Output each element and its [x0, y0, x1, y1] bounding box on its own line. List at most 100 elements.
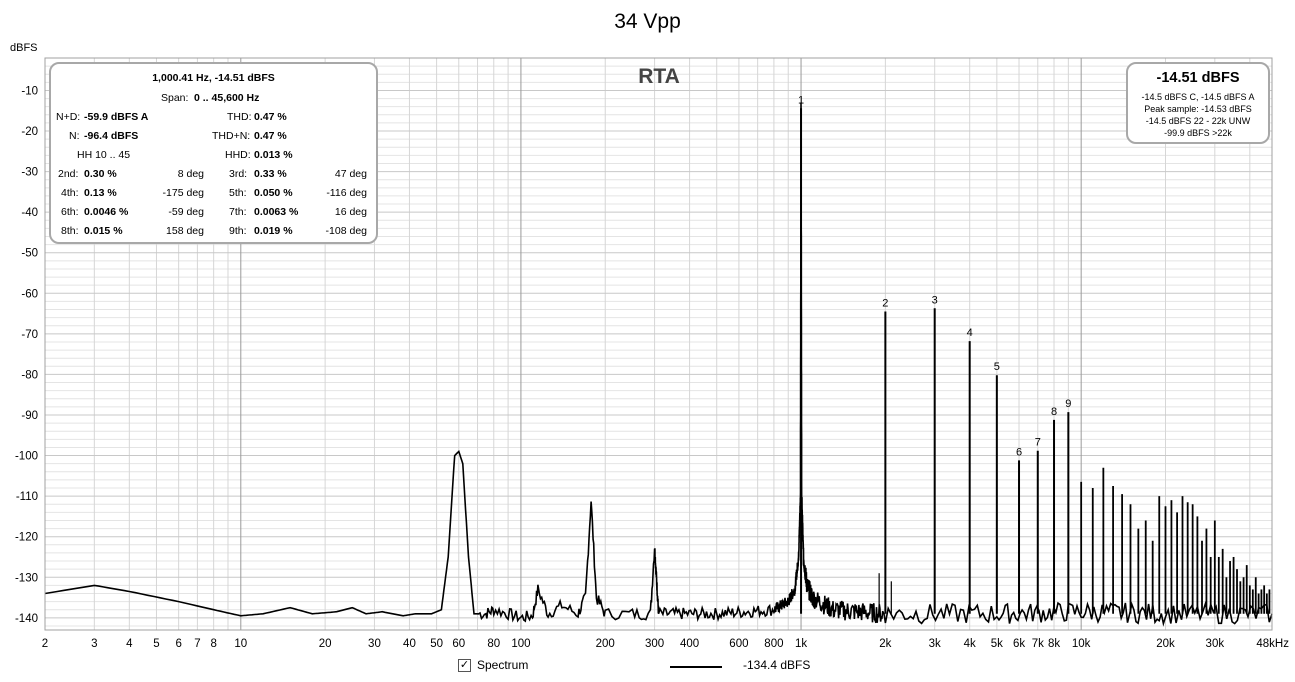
- x-tick-labels: 2 3 4 5 6 7 8 10 20 30 40 50 60 80 100 200 300 400 600 800 1…: [42, 638, 1289, 650]
- harmonic-6-label: 6: [1016, 446, 1022, 458]
- harmonic-7-value: 0.0063 %: [254, 206, 299, 218]
- x-tick-label: 400: [680, 638, 699, 650]
- y-tick-label: -30: [21, 167, 38, 179]
- harmonic-3-value: 0.33 %: [254, 168, 287, 180]
- harmonic-6-value: 0.0046 %: [84, 206, 129, 218]
- thd-label: THD:: [227, 111, 252, 123]
- harmonic-2-phase: 8 deg: [177, 168, 204, 180]
- x-tick-label: 60: [452, 638, 465, 650]
- x-tick-label: 600: [729, 638, 748, 650]
- level-line-2: Peak sample: -14.53 dBFS: [1144, 104, 1252, 114]
- harmonic-4-label: 4th:: [61, 187, 79, 199]
- stats-header: 1,000.41 Hz, -14.51 dBFS: [152, 72, 275, 84]
- harmonic-2-label: 2: [882, 298, 888, 310]
- harmonic-2-value: 0.30 %: [84, 168, 117, 180]
- x-tick-label: 4k: [964, 638, 976, 650]
- x-tick-label: 10k: [1072, 638, 1091, 650]
- harmonic-9-label: 9th:: [229, 225, 247, 237]
- level-main-value: -14.51 dBFS: [1156, 70, 1240, 86]
- x-tick-label: 3k: [929, 638, 941, 650]
- x-tick-label: 10: [234, 638, 247, 650]
- plot-frame: [44, 57, 1273, 631]
- x-tick-label: 3: [91, 638, 97, 650]
- y-tick-label: -100: [15, 451, 38, 463]
- x-tick-label: 4: [126, 638, 133, 650]
- x-tick-label: 40: [403, 638, 416, 650]
- n-label: N:: [69, 130, 80, 142]
- y-tick-labels: -10 -20 -30 -40 -50 -60 -70 -80 -90 -100 -110 -120 -…: [15, 85, 38, 624]
- level-line-1: -14.5 dBFS C, -14.5 dBFS A: [1141, 92, 1255, 102]
- harmonic-5-label: 5: [994, 361, 1000, 373]
- x-tick-label: 80: [487, 638, 500, 650]
- hh-label: HH 10 .. 45: [77, 149, 131, 161]
- harmonic-3-label: 3: [932, 294, 938, 306]
- x-tick-label: 7k: [1032, 638, 1044, 650]
- x-tick-label: 300: [645, 638, 664, 650]
- hhd-value: 0.013 %: [254, 149, 293, 161]
- y-tick-label: -70: [21, 329, 38, 341]
- x-tick-label: 5: [153, 638, 159, 650]
- x-tick-label: 1k: [795, 638, 807, 650]
- level-line-4: -99.9 dBFS >22k: [1164, 128, 1232, 138]
- y-tick-label: -60: [21, 288, 38, 300]
- x-tick-label: 30k: [1206, 638, 1225, 650]
- x-tick-label: 5k: [991, 638, 1003, 650]
- span-label: Span:: [161, 92, 189, 104]
- harmonic-5-label: 5th:: [229, 187, 247, 199]
- x-tick-label: 800: [764, 638, 783, 650]
- x-tick-label: 6k: [1013, 638, 1025, 650]
- x-tick-label: 20: [319, 638, 332, 650]
- x-tick-label: 8k: [1048, 638, 1060, 650]
- legend-series-value: -134.4 dBFS: [743, 658, 811, 672]
- harmonic-3-phase: 47 deg: [334, 168, 367, 180]
- rta-label: RTA: [638, 65, 680, 88]
- x-tick-label: 2k: [879, 638, 891, 650]
- spectrum-series: [44, 102, 1273, 627]
- x-tick-label: 2: [42, 638, 48, 650]
- harmonic-6-phase: -59 deg: [168, 206, 204, 218]
- harmonic-9-value: 0.019 %: [254, 225, 293, 237]
- y-tick-label: -130: [15, 572, 38, 584]
- spectrum-line: [44, 102, 1273, 627]
- n-value: -96.4 dBFS: [84, 130, 139, 142]
- y-tick-label: -110: [16, 491, 38, 503]
- thdn-label: THD+N:: [212, 130, 251, 142]
- x-tick-label: 30: [368, 638, 381, 650]
- harmonic-9-phase: -108 deg: [325, 225, 367, 237]
- harmonic-7-phase: 16 deg: [334, 206, 367, 218]
- x-tick-label: 6: [175, 638, 181, 650]
- x-tick-label: 50: [430, 638, 443, 650]
- x-tick-label: 200: [596, 638, 615, 650]
- hhd-label: HHD:: [225, 149, 251, 161]
- thdn-value: 0.47 %: [254, 130, 287, 142]
- harmonic-9-label: 9: [1065, 398, 1071, 410]
- legend-series-label[interactable]: Spectrum: [477, 658, 529, 672]
- y-tick-label: -20: [21, 126, 38, 138]
- harmonic-8-label: 8: [1051, 406, 1057, 418]
- harmonic-8-phase: 158 deg: [166, 225, 204, 237]
- spectrum-checkbox[interactable]: ✓: [458, 659, 471, 672]
- nd-value: -59.9 dBFS A: [84, 111, 149, 123]
- harmonic-7-label: 7: [1035, 437, 1041, 449]
- chart-title: 34 Vpp: [614, 10, 681, 33]
- stats-panel[interactable]: 1,000.41 Hz, -14.51 dBFS Span: 0 .. 45,6…: [49, 62, 378, 244]
- harmonic-4-phase: -175 deg: [162, 187, 204, 199]
- x-tick-label: 8: [210, 638, 216, 650]
- level-line-3: -14.5 dBFS 22 - 22k UNW: [1145, 116, 1251, 126]
- span-value: 0 .. 45,600 Hz: [194, 92, 260, 104]
- harmonic-5-value: 0.050 %: [254, 187, 293, 199]
- harmonic-5-phase: -116 deg: [326, 187, 367, 199]
- harmonic-6-label: 6th:: [61, 206, 79, 218]
- harmonic-8-value: 0.015 %: [84, 225, 123, 237]
- y-tick-label: -50: [21, 248, 38, 260]
- x-tick-label: 20k: [1156, 638, 1175, 650]
- y-tick-label: -80: [21, 369, 38, 381]
- y-tick-label: -120: [15, 532, 38, 544]
- level-panel[interactable]: -14.51 dBFS -14.5 dBFS C, -14.5 dBFS A P…: [1126, 62, 1270, 144]
- harmonic-4-value: 0.13 %: [84, 187, 117, 199]
- harmonic-1-label: 1: [798, 94, 804, 106]
- harmonic-3-label: 3rd:: [229, 168, 248, 180]
- harmonic-2-label: 2nd:: [58, 168, 79, 180]
- x-tick-label: 7: [194, 638, 200, 650]
- y-tick-label: -40: [21, 207, 38, 219]
